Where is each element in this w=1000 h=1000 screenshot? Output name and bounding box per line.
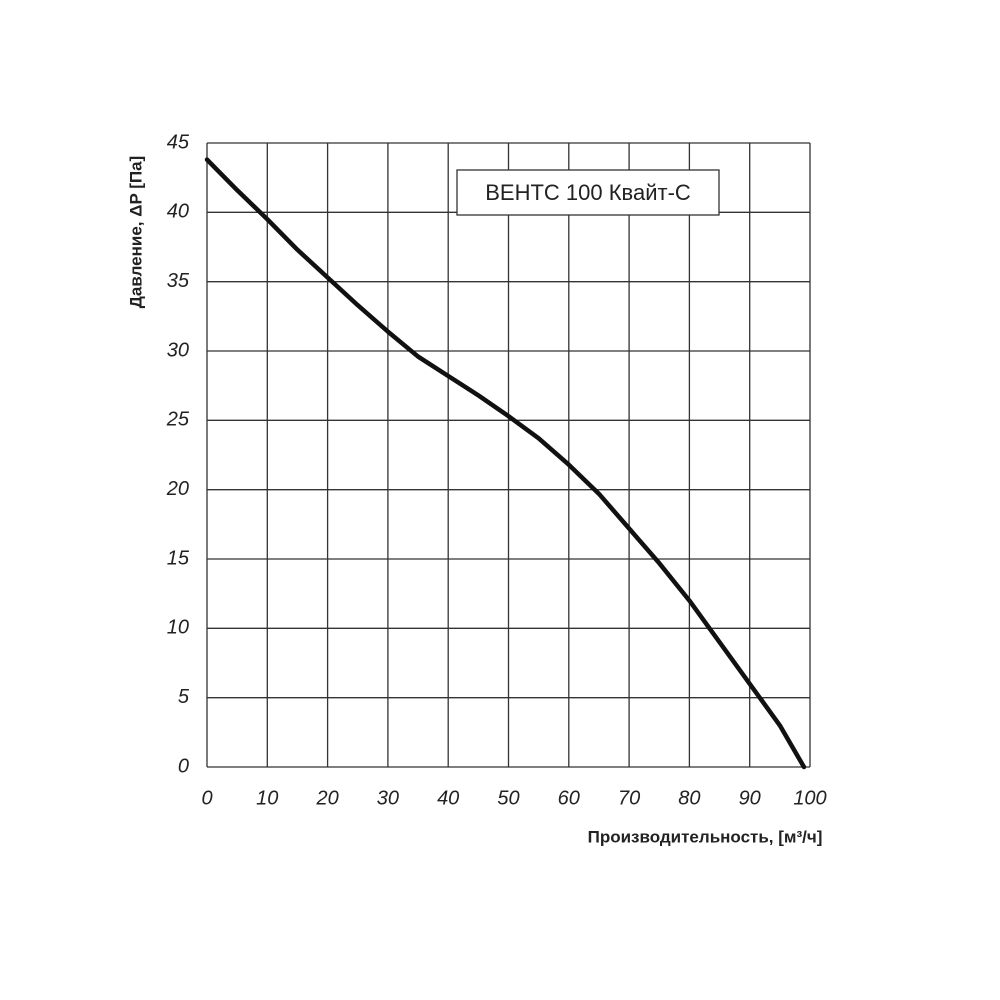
x-tick-label: 10: [256, 787, 278, 809]
y-tick-label: 20: [166, 478, 189, 500]
x-tick-label: 50: [497, 787, 519, 809]
y-tick-label: 45: [167, 131, 190, 153]
x-tick-label: 100: [793, 787, 826, 809]
x-tick-label: 80: [678, 787, 700, 809]
y-tick-label: 0: [178, 755, 189, 777]
x-tick-label: 20: [315, 787, 338, 809]
x-tick-label: 0: [201, 787, 212, 809]
y-tick-label: 5: [178, 686, 190, 708]
x-tick-label: 60: [558, 787, 580, 809]
y-tick-label: 30: [167, 339, 189, 361]
x-axis-label: Производительность, [м³/ч]: [588, 827, 823, 846]
legend-label: ВЕНТС 100 Квайт-С: [485, 180, 691, 205]
y-tick-label: 25: [166, 409, 190, 431]
y-tick-label: 35: [167, 270, 190, 292]
data-line: [204, 157, 807, 770]
x-tick-label: 90: [739, 787, 761, 809]
y-axis-label: Давление, ΔP [Па]: [126, 156, 145, 308]
x-tick-label: 70: [618, 787, 640, 809]
y-tick-label: 15: [167, 547, 190, 569]
x-tick-label: 30: [377, 787, 399, 809]
x-tick-label: 40: [437, 787, 459, 809]
y-tick-label: 10: [167, 617, 189, 639]
legend-box: [456, 169, 720, 216]
y-tick-label: 40: [167, 201, 189, 223]
